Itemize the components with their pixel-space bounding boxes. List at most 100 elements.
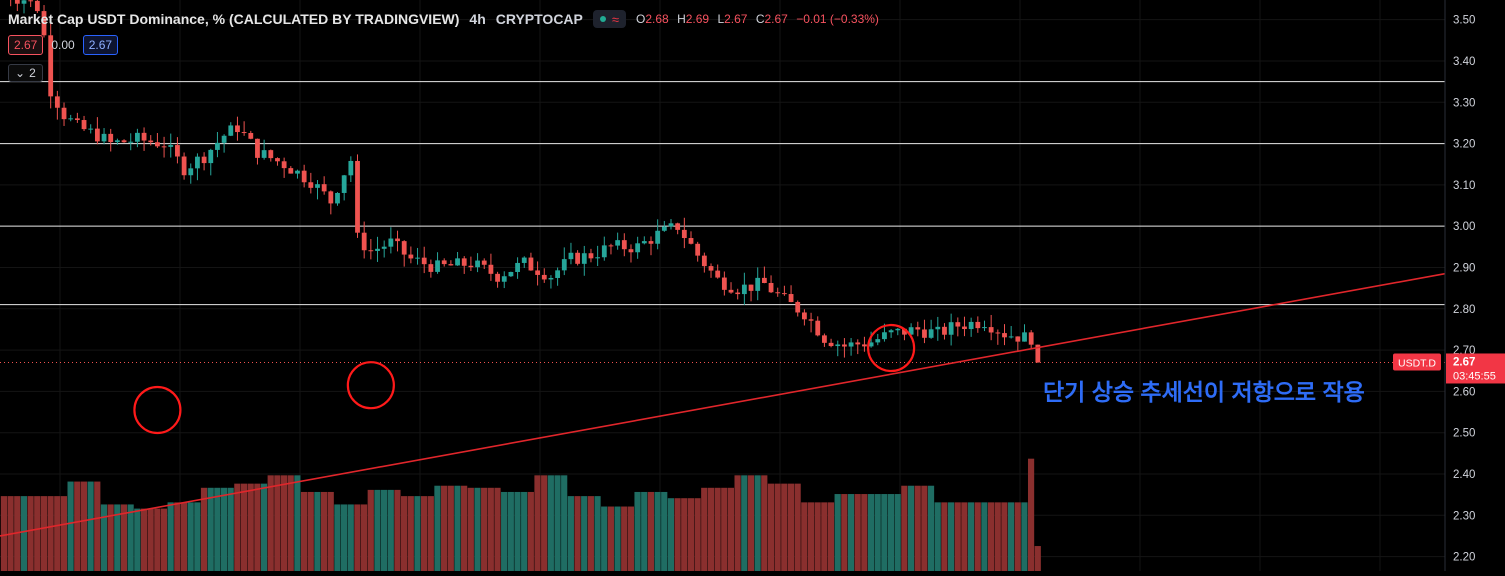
volume-bar [847, 494, 855, 571]
indicator-collapse-button[interactable]: ⌄ 2 [8, 64, 43, 82]
volume-bar [120, 504, 128, 571]
volume-bar [747, 475, 755, 571]
volume-bar [94, 481, 101, 571]
volume-bar [914, 485, 921, 571]
volume-bar [934, 502, 941, 571]
volume-bar [701, 487, 708, 571]
volume-bar [674, 498, 681, 571]
volume-bar [487, 487, 494, 571]
volume-bar [447, 485, 454, 571]
price-input-c[interactable]: 2.67 [82, 35, 119, 55]
volume-bar [327, 491, 334, 571]
volume-bar [954, 502, 961, 571]
candle-body [601, 245, 607, 258]
candle-body [721, 277, 727, 290]
volume-bar [947, 502, 955, 571]
candle-body [982, 327, 987, 329]
candle-body [922, 329, 927, 338]
volume-bar [461, 485, 468, 571]
volume-bar [240, 483, 248, 571]
candle-body [261, 150, 267, 158]
candle-body [635, 243, 641, 253]
volume-bar [80, 481, 88, 571]
timeframe-label[interactable]: 4h [469, 11, 486, 27]
volume-bar [467, 487, 474, 571]
price-input-a[interactable]: 2.67 [8, 35, 44, 55]
chart-header: Market Cap USDT Dominance, % (CALCULATED… [8, 10, 884, 28]
volume-bar [127, 504, 134, 571]
candle-body [241, 132, 247, 134]
candle-body [175, 145, 180, 157]
volume-bar [354, 504, 361, 571]
price-axis-bg [1445, 0, 1505, 571]
candle-body [288, 168, 294, 174]
candle-body [621, 240, 627, 250]
candle-body [461, 258, 467, 266]
volume-bar [514, 491, 521, 571]
candle-body [588, 253, 594, 259]
volume-bar [901, 485, 908, 571]
candle-body [895, 328, 901, 331]
candle-body [281, 161, 287, 169]
symbol-title[interactable]: Market Cap USDT Dominance, % (CALCULATED… [8, 11, 460, 27]
volume-bar [347, 504, 354, 571]
candle-body [201, 156, 207, 164]
y-tick-label: 3.00 [1453, 221, 1475, 233]
candle-body [188, 168, 194, 176]
volume-bar [434, 485, 441, 571]
y-tick-label: 2.50 [1453, 428, 1475, 440]
volume-bar [340, 504, 348, 571]
volume-bar [727, 487, 735, 571]
touch-circle [867, 323, 916, 373]
candle-body [455, 258, 460, 266]
volume-bar [280, 475, 288, 571]
status-pill[interactable]: ≈ [592, 10, 627, 28]
volume-bar [734, 475, 741, 571]
ohlc-close-label: C [755, 12, 765, 26]
volume-bar [87, 481, 94, 571]
candle-body [761, 277, 767, 283]
candle-body [575, 252, 581, 264]
candle-body [168, 145, 174, 147]
volume-bar [60, 496, 68, 571]
candle-body [942, 326, 947, 335]
volume-bar [454, 485, 461, 571]
candle-body [608, 245, 614, 247]
candle-body [741, 284, 747, 295]
candle-body [968, 321, 974, 330]
volume-bar [287, 475, 294, 571]
volume-bar [427, 496, 434, 571]
candle-body [975, 321, 981, 329]
volume-bar [300, 491, 308, 571]
volume-bar [647, 491, 654, 571]
symbol-price-tag-label: USDT.D [1398, 357, 1436, 369]
candle-body [88, 128, 94, 130]
candle-body [875, 339, 881, 343]
volume-bar [967, 502, 975, 571]
candle-body [1008, 336, 1014, 338]
volume-bar [234, 483, 241, 571]
volume-bar [621, 506, 628, 571]
volume-bar [1027, 458, 1035, 571]
volume-bar [0, 496, 7, 571]
volume-bar [227, 487, 234, 571]
candle-body [888, 330, 894, 333]
volume-bar [154, 508, 161, 571]
candle-body [822, 335, 827, 343]
volume-bar [307, 491, 314, 571]
volume-bar [987, 502, 995, 571]
candle-body [1035, 344, 1041, 363]
candle-body [295, 170, 300, 174]
candle-body [235, 125, 240, 133]
candle-body [101, 133, 107, 142]
candle-body [535, 270, 540, 275]
candle-body [781, 293, 787, 295]
candle-body [81, 120, 87, 130]
ohlc-low-label: L [717, 12, 725, 26]
volume-bar [47, 496, 54, 571]
volume-bar [587, 496, 594, 571]
candle-body [335, 192, 340, 204]
candle-body [935, 326, 941, 330]
